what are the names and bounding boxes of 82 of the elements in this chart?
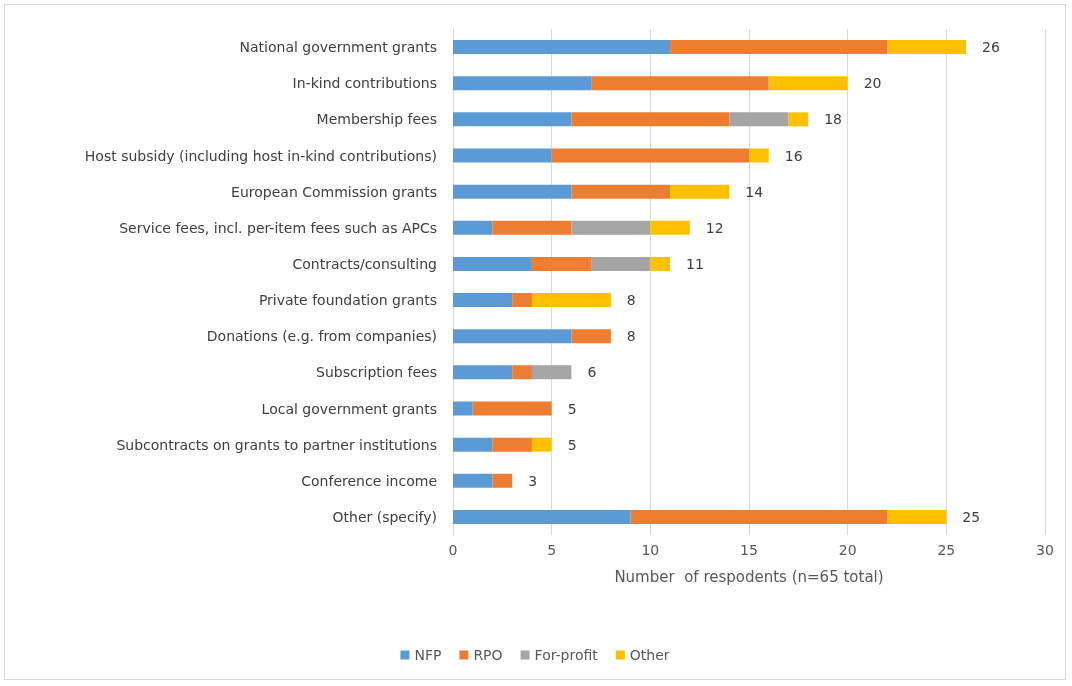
x-axis-title: Number of respodents (n=65 total) (614, 567, 884, 586)
legend-label: NFP (414, 647, 442, 663)
bar (453, 112, 572, 127)
bar (453, 256, 532, 271)
bar (571, 220, 651, 235)
bar (453, 509, 631, 524)
bar (531, 437, 552, 452)
total-label: 25 (962, 508, 981, 525)
total-label: 8 (626, 328, 636, 345)
y-tick-label: Private foundation grants (258, 292, 437, 309)
total-label: 8 (626, 292, 636, 309)
y-tick-label: Conference income (301, 472, 437, 489)
y-tick-label: In-kind contributions (292, 75, 437, 92)
y-tick-label: Subcontracts on grants to partner institutions (116, 436, 437, 453)
x-tick-label: 30 (1036, 542, 1054, 558)
y-tick-label: Membership fees (316, 111, 437, 128)
bar (512, 365, 532, 380)
x-tick-label: 15 (740, 542, 758, 558)
bar (650, 220, 690, 235)
bar (591, 256, 651, 271)
bar (453, 437, 493, 452)
total-label: 5 (567, 400, 577, 417)
bar (453, 401, 473, 416)
total-label: 18 (824, 111, 843, 128)
total-label: 12 (705, 219, 724, 236)
bar (749, 148, 769, 163)
bar (591, 76, 769, 91)
bar (492, 473, 513, 488)
y-tick-label: European Commission grants (231, 183, 437, 200)
total-label: 20 (863, 75, 882, 92)
bar (788, 112, 809, 127)
y-tick-label: Other (specify) (332, 508, 437, 525)
x-tick-label: 5 (547, 542, 557, 558)
y-tick-label: National government grants (239, 39, 437, 56)
bar (670, 184, 730, 199)
bar (453, 184, 572, 199)
bar (512, 293, 532, 308)
total-label: 14 (745, 183, 764, 200)
bar (670, 40, 888, 55)
bar (887, 509, 947, 524)
bar (551, 148, 749, 163)
total-label: 16 (784, 147, 803, 164)
bar (768, 76, 848, 91)
bar (729, 112, 789, 127)
bar (453, 220, 493, 235)
bar (571, 329, 611, 344)
y-tick-label: Donations (e.g. from companies) (206, 328, 437, 345)
bar (492, 220, 572, 235)
bar (472, 401, 552, 416)
bar (453, 365, 513, 380)
bar (453, 293, 513, 308)
bar (531, 256, 592, 271)
legend-label: RPO (473, 647, 503, 663)
bar (453, 473, 493, 488)
y-tick-label: Contracts/consulting (292, 255, 437, 272)
total-label: 3 (528, 472, 538, 489)
x-tick-label: 25 (937, 542, 956, 558)
bar (531, 365, 572, 380)
x-tick-label: 0 (448, 542, 458, 558)
y-tick-label: Local government grants (261, 400, 437, 417)
bar (887, 40, 967, 55)
legend-label: Other (629, 647, 670, 663)
bar (630, 509, 888, 524)
total-label: 6 (587, 364, 597, 381)
y-tick-label: Subscription fees (316, 364, 437, 381)
y-tick-label: Host subsidy (including host in-kind contributions) (84, 147, 437, 164)
bar (571, 184, 671, 199)
bar (650, 256, 671, 271)
total-label: 5 (567, 436, 577, 453)
x-tick-label: 10 (641, 542, 660, 558)
total-label: 26 (982, 39, 1000, 56)
bar (492, 437, 532, 452)
bar (453, 329, 572, 344)
bar (453, 148, 552, 163)
total-label: 11 (686, 255, 704, 272)
x-tick-label: 20 (838, 542, 857, 558)
bar (531, 293, 611, 308)
bar (571, 112, 730, 127)
legend-label: For-profit (534, 647, 599, 663)
bar (453, 76, 592, 91)
bar (453, 40, 671, 55)
y-tick-label: Service fees, incl. per-item fees such as APCs (119, 219, 437, 236)
